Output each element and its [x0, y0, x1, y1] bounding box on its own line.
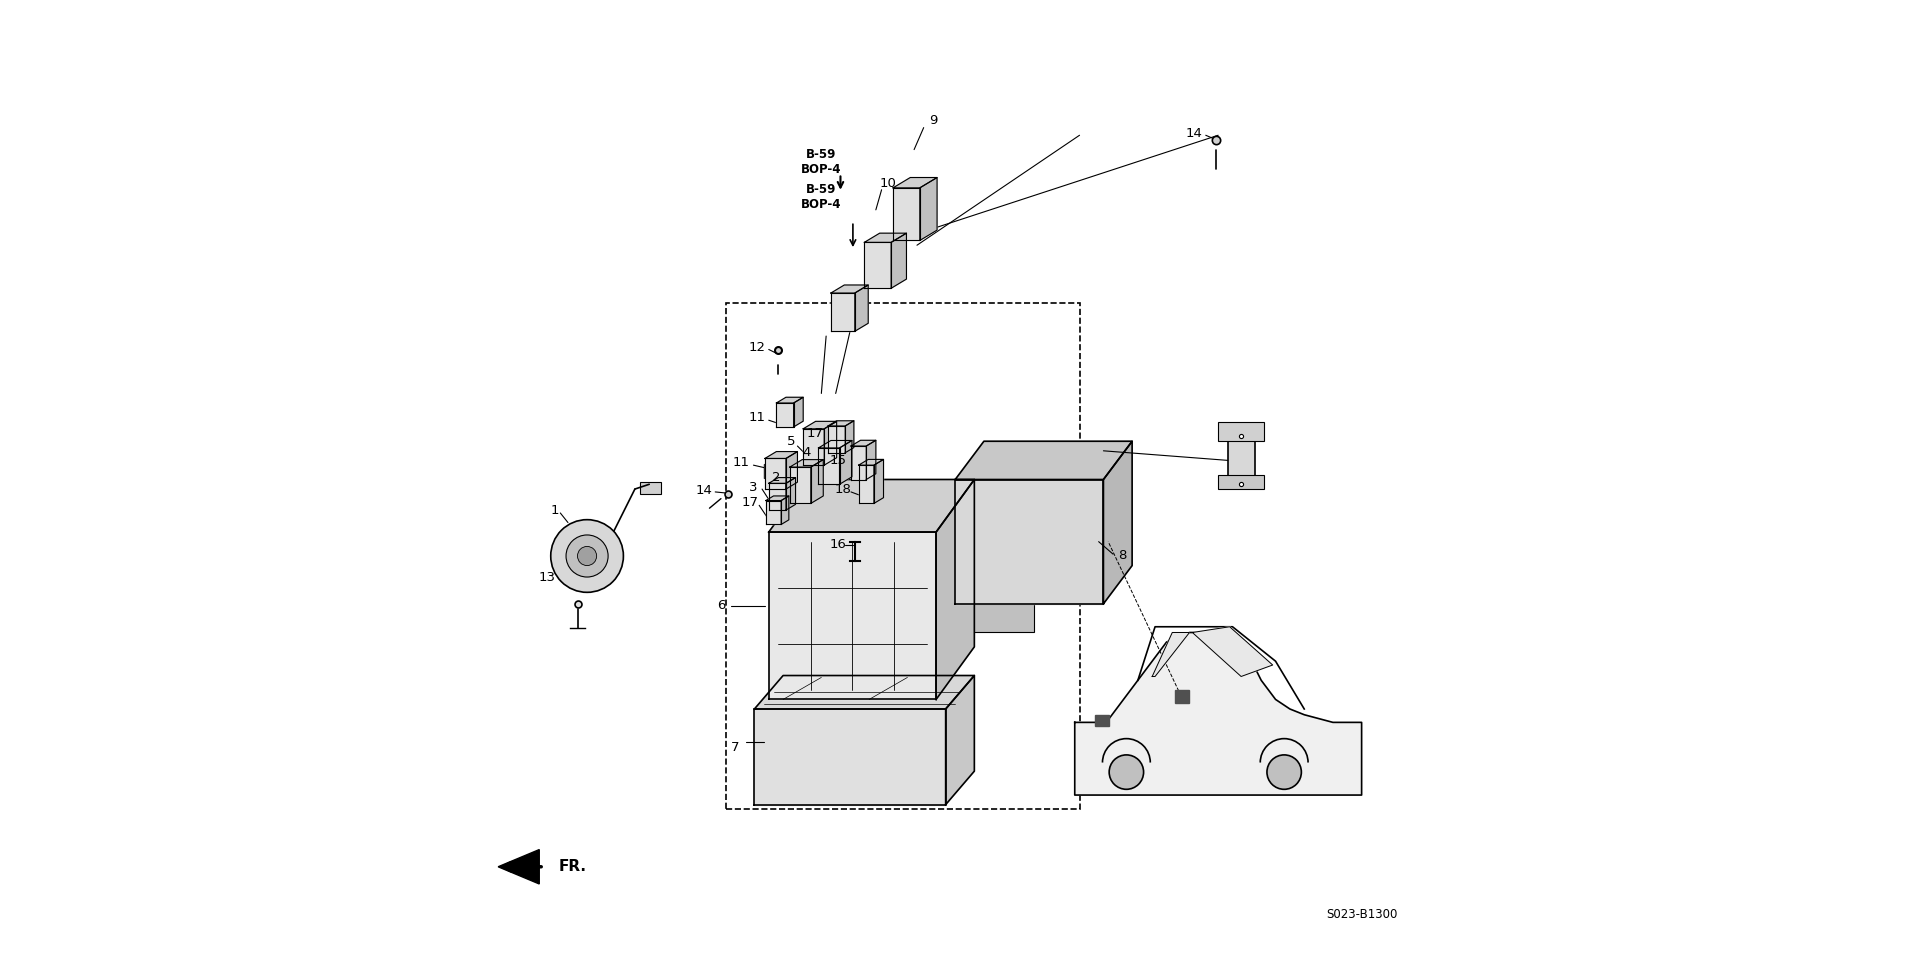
Text: 11: 11 — [733, 456, 749, 469]
Polygon shape — [789, 459, 824, 467]
Text: B-59
BOP-4: B-59 BOP-4 — [801, 148, 841, 176]
Text: 6: 6 — [716, 599, 726, 612]
Bar — [887, 585, 914, 623]
Bar — [639, 482, 660, 494]
Text: 14: 14 — [695, 484, 712, 498]
Circle shape — [551, 520, 624, 593]
Polygon shape — [831, 285, 868, 293]
Polygon shape — [1175, 690, 1190, 703]
Polygon shape — [828, 426, 845, 453]
Polygon shape — [831, 293, 854, 331]
Bar — [960, 604, 1035, 633]
Polygon shape — [803, 429, 824, 465]
Polygon shape — [824, 421, 837, 465]
Polygon shape — [768, 480, 973, 532]
Polygon shape — [785, 478, 795, 510]
Polygon shape — [891, 233, 906, 289]
Polygon shape — [920, 177, 937, 241]
Polygon shape — [1075, 633, 1361, 795]
Polygon shape — [1094, 714, 1110, 726]
Polygon shape — [766, 501, 781, 525]
Text: 5: 5 — [787, 434, 795, 448]
Text: 15: 15 — [829, 454, 847, 467]
Text: S023-B1300: S023-B1300 — [1327, 908, 1398, 921]
Text: 12: 12 — [749, 341, 766, 354]
Polygon shape — [776, 397, 803, 403]
Text: 13: 13 — [538, 571, 555, 583]
Polygon shape — [755, 675, 973, 709]
Polygon shape — [1152, 633, 1190, 676]
Text: 7: 7 — [732, 740, 739, 754]
Polygon shape — [864, 243, 891, 289]
Text: 3: 3 — [749, 480, 758, 494]
Polygon shape — [1104, 441, 1133, 604]
Bar — [983, 513, 1075, 571]
Polygon shape — [956, 480, 1104, 604]
Bar — [851, 585, 877, 623]
Text: 17: 17 — [741, 496, 758, 509]
Text: FR.: FR. — [559, 859, 586, 875]
Bar — [1217, 475, 1263, 489]
Polygon shape — [858, 465, 874, 503]
Text: 4: 4 — [803, 446, 810, 459]
Polygon shape — [851, 440, 876, 446]
Polygon shape — [864, 233, 906, 243]
Polygon shape — [858, 459, 883, 465]
Polygon shape — [893, 188, 920, 241]
Text: 8: 8 — [1117, 550, 1127, 563]
Text: 9: 9 — [929, 114, 937, 128]
Polygon shape — [893, 177, 937, 188]
Circle shape — [1267, 755, 1302, 789]
Polygon shape — [947, 675, 973, 805]
Polygon shape — [937, 480, 973, 699]
Bar — [970, 499, 1089, 585]
Polygon shape — [1192, 627, 1273, 676]
Polygon shape — [845, 421, 854, 453]
Polygon shape — [818, 440, 852, 448]
Polygon shape — [497, 850, 540, 884]
Circle shape — [578, 547, 597, 566]
Polygon shape — [768, 483, 785, 510]
Bar — [726, 303, 1079, 809]
Polygon shape — [793, 397, 803, 427]
Polygon shape — [789, 467, 810, 503]
Text: 16: 16 — [829, 538, 847, 551]
Polygon shape — [755, 709, 947, 805]
Polygon shape — [956, 441, 1133, 480]
Text: 2: 2 — [772, 471, 781, 484]
Polygon shape — [854, 285, 868, 331]
Text: B-59
BOP-4: B-59 BOP-4 — [801, 183, 841, 211]
Bar — [1217, 422, 1263, 441]
Text: 11: 11 — [749, 410, 766, 424]
Polygon shape — [839, 440, 852, 484]
Polygon shape — [764, 452, 797, 458]
Polygon shape — [781, 496, 789, 525]
Polygon shape — [866, 440, 876, 480]
Polygon shape — [818, 448, 839, 484]
Bar — [778, 585, 804, 623]
Polygon shape — [764, 458, 785, 489]
Polygon shape — [785, 452, 797, 489]
Text: 17: 17 — [806, 427, 824, 440]
Circle shape — [1110, 755, 1144, 789]
Polygon shape — [803, 421, 837, 429]
Polygon shape — [768, 532, 937, 699]
Text: 1: 1 — [551, 503, 559, 517]
Text: 18: 18 — [835, 482, 852, 496]
Polygon shape — [768, 478, 795, 483]
Text: 10: 10 — [879, 176, 897, 190]
Bar — [1227, 427, 1254, 489]
Polygon shape — [766, 496, 789, 501]
Polygon shape — [810, 459, 824, 503]
Text: 14: 14 — [1187, 127, 1202, 140]
Bar — [814, 585, 841, 623]
Polygon shape — [776, 403, 793, 427]
Circle shape — [566, 535, 609, 577]
Polygon shape — [874, 459, 883, 503]
Polygon shape — [851, 446, 866, 480]
Polygon shape — [828, 421, 854, 426]
